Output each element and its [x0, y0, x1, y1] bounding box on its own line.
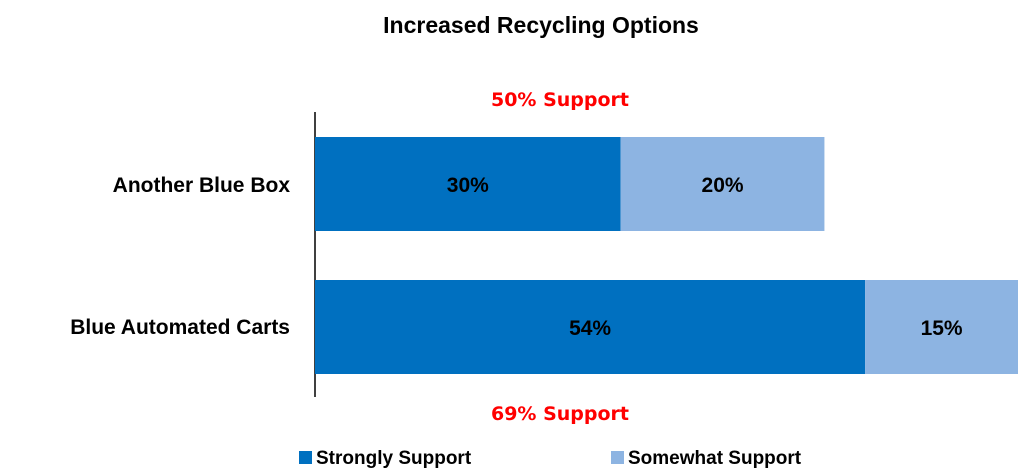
annotation-blue-automated-carts-total: 69% Support — [491, 403, 629, 425]
data-label-another-blue-box-strongly-support: 30% — [447, 174, 489, 197]
annotation-another-blue-box-total: 50% Support — [491, 89, 629, 111]
legend-swatch-strongly-support — [299, 451, 312, 464]
legend-label-somewhat-support: Somewhat Support — [628, 448, 802, 469]
legend-label-strongly-support: Strongly Support — [316, 448, 472, 469]
category-label-blue-automated-carts: Blue Automated Carts — [70, 316, 290, 339]
data-label-another-blue-box-somewhat-support: 20% — [702, 174, 744, 197]
bar-blue-automated-carts-somewhat-support — [865, 280, 1018, 374]
chart-title: Increased Recycling Options — [383, 12, 699, 38]
bar-blue-automated-carts-strongly-support — [315, 280, 866, 374]
bar-another-blue-box-strongly-support — [315, 137, 621, 231]
data-label-blue-automated-carts-somewhat-support: 15% — [921, 317, 963, 340]
legend-swatch-somewhat-support — [611, 451, 624, 464]
data-label-blue-automated-carts-strongly-support: 54% — [569, 317, 611, 340]
category-label-another-blue-box: Another Blue Box — [113, 174, 291, 197]
bar-another-blue-box-somewhat-support — [620, 137, 825, 231]
